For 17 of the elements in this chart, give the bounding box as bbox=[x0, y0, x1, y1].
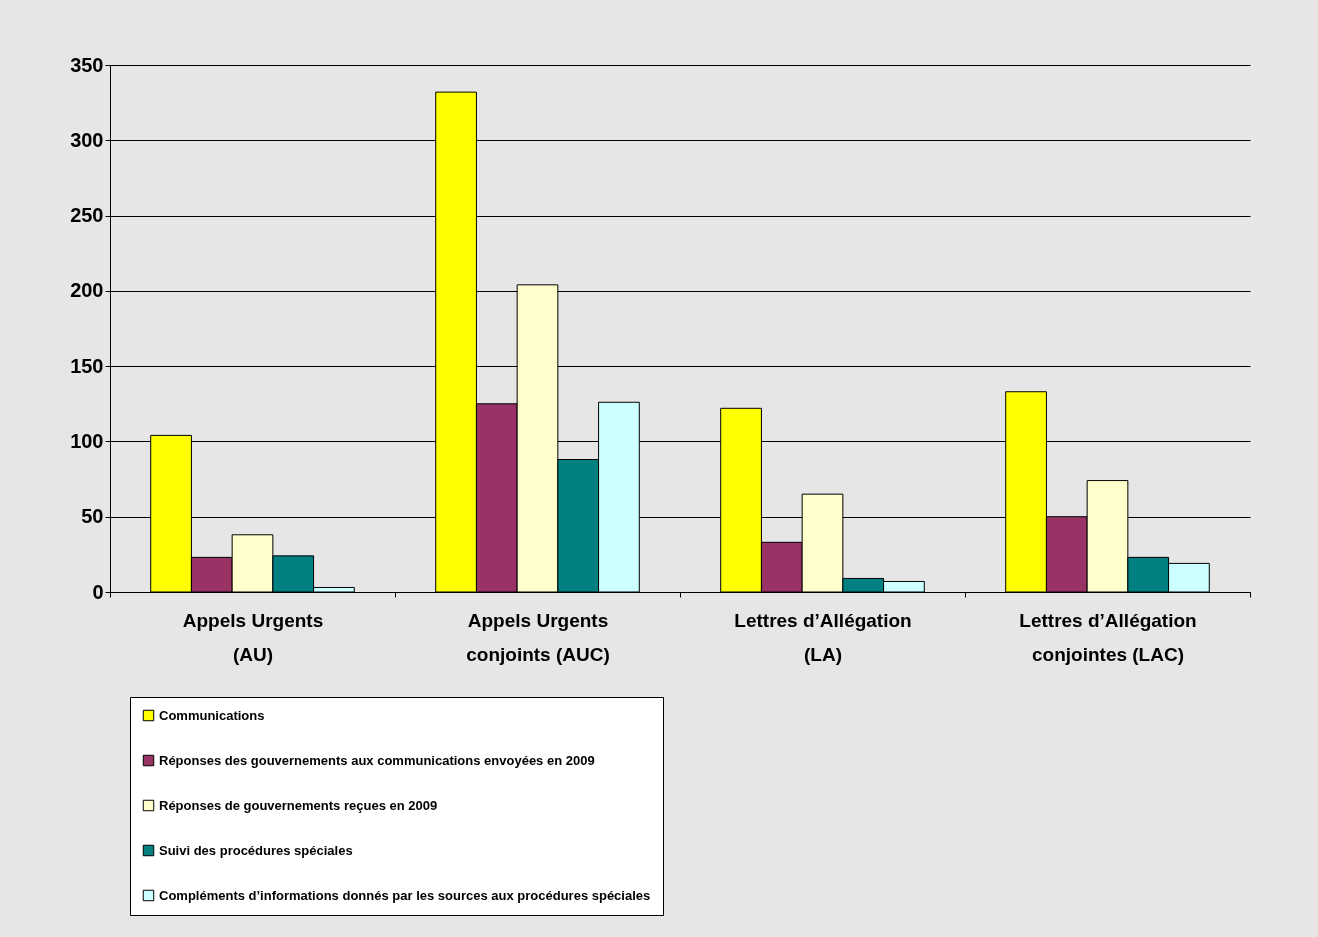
legend-label: Communications bbox=[159, 707, 265, 723]
y-tick-label: 300 bbox=[70, 128, 104, 151]
y-tick-label: 50 bbox=[81, 505, 104, 528]
y-tick-label: 0 bbox=[92, 580, 104, 603]
legend-label: Réponses de gouvernements reçues en 2009 bbox=[159, 797, 438, 813]
legend-label: Suivi des procédures spéciales bbox=[159, 842, 353, 858]
x-tick-label: Lettres d’Allégation conjointes (LAC) bbox=[1019, 609, 1197, 665]
y-tick-label: 100 bbox=[70, 429, 104, 452]
legend-label: Réponses des gouvernements aux communications envoyées en 2009 bbox=[159, 752, 595, 768]
x-tick-label: Lettres d’Allégation (LA) bbox=[734, 609, 912, 665]
y-tick-label: 200 bbox=[70, 279, 104, 302]
y-tick-label: 150 bbox=[70, 354, 104, 377]
y-tick-label: 350 bbox=[70, 53, 104, 76]
x-tick-label: Appels Urgents (AU) bbox=[182, 609, 324, 665]
x-tick-label: Appels Urgents conjoints (AUC) bbox=[466, 609, 610, 665]
legend-label: Compléments d’informations donnés par les sources aux procédures spéciales bbox=[159, 887, 651, 903]
y-tick-label: 250 bbox=[70, 204, 104, 227]
